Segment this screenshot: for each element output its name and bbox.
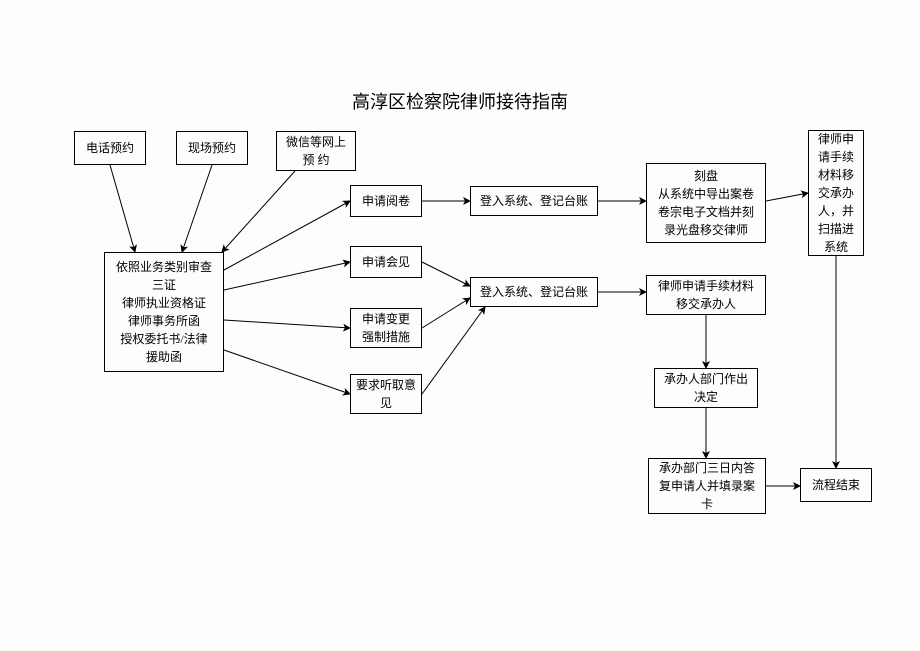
node-login2: 登入系统、登记台账: [470, 277, 598, 307]
node-phone: 电话预约: [74, 131, 146, 165]
node-reply: 承办部门三日内答 复申请人并填录案 卡: [648, 458, 766, 514]
node-decide: 承办人部门作出 决定: [654, 368, 758, 408]
node-app_hear: 要求听取意 见: [350, 374, 422, 414]
page-title: 高淳区检察院律师接待指南: [0, 88, 920, 114]
node-burn: 刻盘 从系统中导出案卷 卷宗电子文档并刻 录光盘移交律师: [646, 163, 766, 243]
node-login1: 登入系统、登记台账: [470, 186, 598, 216]
node-app_read: 申请阅卷: [350, 185, 422, 217]
node-review: 依照业务类别审查 三证 律师执业资格证 律师事务所函 授权委托书/法律 援助函: [104, 252, 224, 372]
node-wechat: 微信等网上 预 约: [276, 131, 356, 171]
node-scan: 律师申 请手续 材料移 交承办 人，并 扫描进 系统: [808, 130, 864, 256]
node-app_change: 申请变更 强制措施: [350, 308, 422, 348]
node-onsite: 现场预约: [176, 131, 248, 165]
node-end: 流程结束: [800, 468, 872, 502]
node-transfer: 律师申请手续材料 移交承办人: [646, 275, 766, 315]
node-app_meet: 申请会见: [350, 246, 422, 278]
